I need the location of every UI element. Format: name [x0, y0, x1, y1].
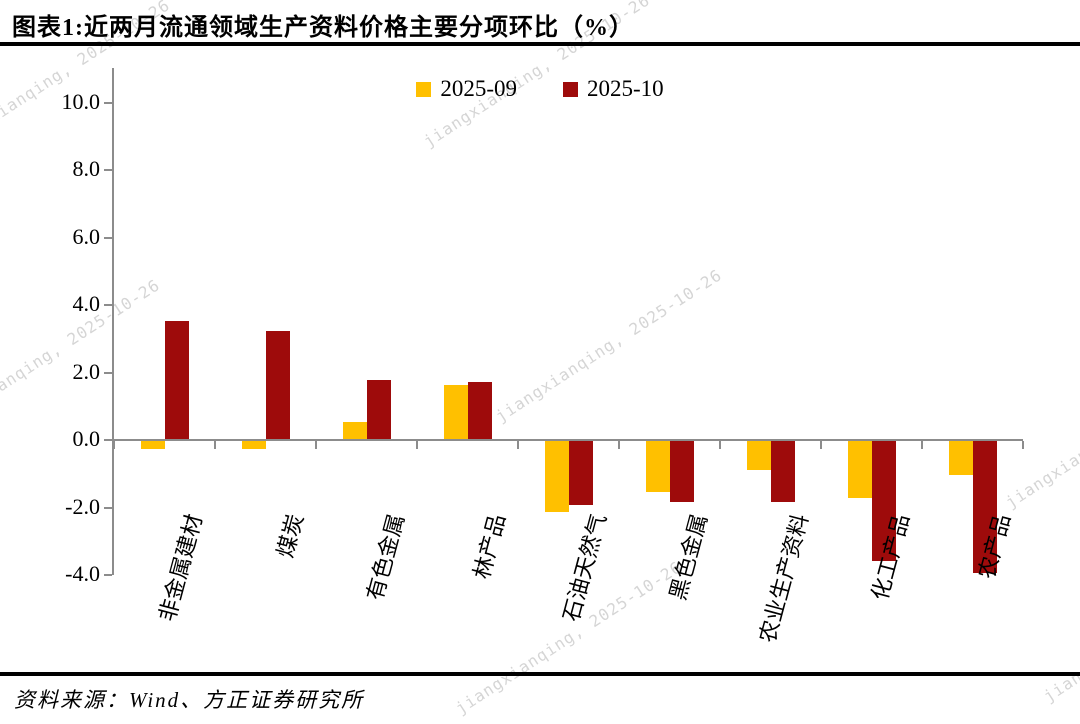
y-tick: [104, 169, 112, 171]
x-axis-label: 黑色金属: [665, 511, 713, 603]
bar-2025-10-黑色金属: [669, 441, 694, 502]
x-axis-label: 石油天然气: [558, 511, 612, 625]
legend-label-2025-09: 2025-09: [440, 76, 517, 101]
legend-item-2025-09: 2025-09: [416, 76, 517, 102]
bar-2025-10-化工产品: [871, 441, 896, 561]
x-axis-label: 林产品: [469, 511, 511, 582]
legend-label-2025-10: 2025-10: [587, 76, 664, 101]
bar-2025-10-农业生产资料: [770, 441, 795, 502]
bar-2025-09-农业生产资料: [746, 441, 771, 470]
chart-legend: 2025-09 2025-10: [0, 76, 1080, 102]
x-tick: [820, 441, 822, 449]
x-axis-line: [112, 439, 1023, 441]
footer-rule: [0, 672, 1080, 676]
bar-2025-10-农产品: [972, 441, 997, 573]
bar-2025-09-农产品: [948, 441, 973, 475]
x-axis-label: 非金属建材: [154, 511, 208, 625]
y-tick-label: 8.0: [72, 156, 101, 181]
y-tick-label: 2.0: [72, 358, 101, 384]
x-axis-label: 煤炭: [272, 511, 309, 561]
bar-2025-09-非金属建材: [140, 441, 165, 450]
bar-2025-10-非金属建材: [164, 320, 189, 439]
title-rule: [0, 42, 1080, 46]
legend-swatch-2025-10: [563, 81, 578, 97]
x-tick: [618, 441, 620, 449]
x-axis-label: 有色金属: [362, 511, 410, 603]
bar-2025-10-有色金属: [366, 379, 391, 439]
x-tick: [517, 441, 519, 449]
x-tick: [921, 441, 923, 449]
bar-2025-09-石油天然气: [544, 441, 569, 512]
y-tick: [104, 574, 112, 576]
bar-2025-09-有色金属: [342, 422, 367, 439]
x-tick: [214, 441, 216, 449]
y-axis-line: [112, 68, 114, 575]
x-tick: [719, 441, 721, 449]
x-tick: [315, 441, 317, 449]
y-tick: [104, 304, 112, 306]
x-tick: [1022, 441, 1024, 449]
y-tick: [104, 439, 112, 441]
y-tick-label: 6.0: [72, 223, 101, 249]
y-tick: [104, 371, 112, 374]
bar-2025-09-煤炭: [241, 441, 266, 450]
figure-title: 图表1:近两月流通领域生产资料价格主要分项环比（%）: [12, 15, 634, 41]
legend-swatch-2025-09: [416, 81, 432, 97]
x-tick: [416, 441, 418, 449]
y-tick: [104, 101, 112, 104]
y-tick-label: -4.0: [65, 561, 100, 586]
bar-2025-09-林产品: [443, 385, 468, 439]
y-tick: [104, 236, 112, 239]
legend-item-2025-10: 2025-10: [563, 76, 664, 102]
bar-2025-10-林产品: [467, 381, 492, 439]
bar-2025-09-化工产品: [847, 441, 872, 499]
source-note: 资料来源：Wind、方正证券研究所: [14, 688, 365, 712]
y-tick-label: -2.0: [65, 493, 100, 519]
y-tick: [104, 506, 112, 509]
y-tick-label: 4.0: [72, 291, 101, 316]
y-tick-label: 10.0: [61, 88, 101, 114]
bar-2025-10-石油天然气: [568, 441, 593, 506]
x-tick: [113, 441, 115, 449]
bar-2025-10-煤炭: [265, 331, 290, 439]
bar-2025-09-黑色金属: [645, 441, 670, 492]
x-axis-label: 农业生产资料: [755, 511, 814, 646]
y-tick-label: 0.0: [72, 426, 101, 451]
